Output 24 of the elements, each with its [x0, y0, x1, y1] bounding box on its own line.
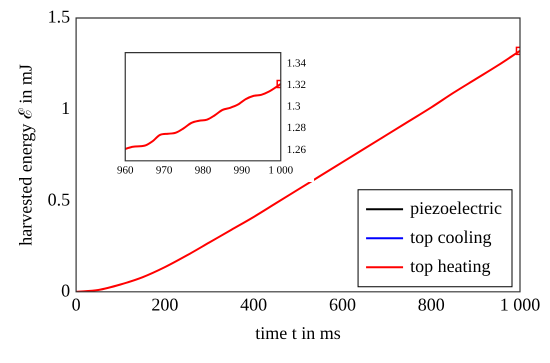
y-tick-label: 1.26 [286, 144, 306, 156]
x-tick-label: 1 000 [500, 294, 540, 314]
legend-label: top heating [410, 256, 491, 276]
y-axis-title: harvested energy ℰ in mJ [16, 64, 36, 246]
y-tick-label: 1.34 [286, 57, 306, 70]
y-tick-label: 1.5 [48, 6, 70, 27]
x-axis-title: time t in ms [255, 322, 341, 343]
y-tick-label: 1.3 [286, 100, 301, 113]
legend-label: piezoelectric [410, 198, 502, 218]
x-tick-label: 1 000 [268, 164, 294, 176]
y-tick-label: 1.28 [286, 122, 306, 134]
y-tick-label: 0 [61, 280, 70, 301]
x-tick-label: 200 [151, 294, 178, 314]
y-tick-label: 1 [61, 98, 70, 118]
x-tick-label: 400 [240, 294, 268, 314]
x-tick-label: 800 [418, 294, 445, 314]
x-tick-label: 970 [156, 164, 173, 176]
x-tick-label: 960 [117, 164, 134, 176]
y-tick-label: 0.5 [48, 189, 70, 210]
x-tick-label: 980 [194, 164, 212, 176]
x-tick-label: 600 [328, 294, 356, 314]
legend-label: top cooling [410, 227, 492, 248]
x-tick-label: 990 [234, 164, 251, 176]
y-tick-label: 1.32 [286, 78, 306, 91]
